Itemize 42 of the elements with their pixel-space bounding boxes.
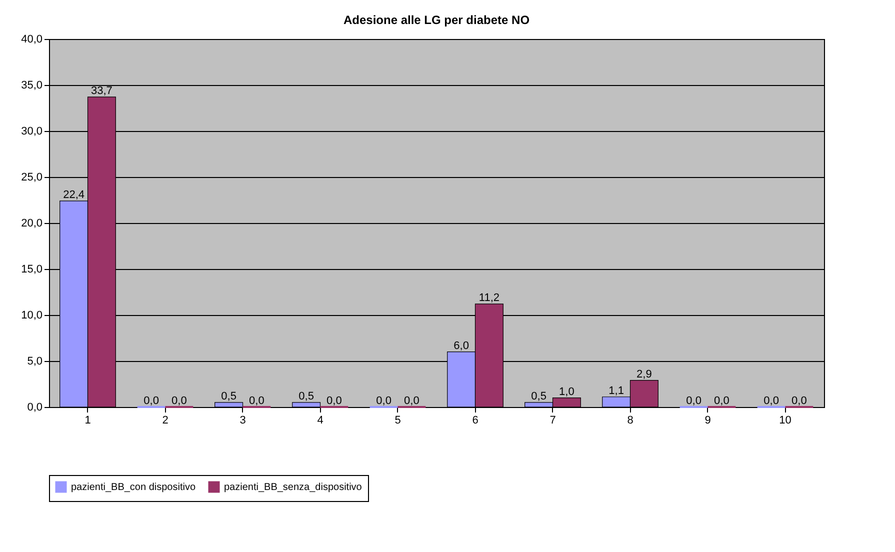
y-tick-label: 5,0 <box>27 356 42 368</box>
y-tick-label: 35,0 <box>21 80 42 92</box>
y-tick-label: 20,0 <box>21 218 42 230</box>
x-tick-label: 7 <box>550 414 556 426</box>
data-label: 0,0 <box>404 395 420 407</box>
data-label: 1,0 <box>559 386 574 398</box>
chart-title: Adesione alle LG per diabete NO <box>343 13 530 27</box>
legend-label: pazienti_BB_senza_dispositivo <box>224 482 362 493</box>
data-label: 0,0 <box>376 395 392 407</box>
data-label: 0,0 <box>686 395 702 407</box>
x-tick-label: 4 <box>317 414 324 426</box>
data-label: 6,0 <box>454 340 469 352</box>
x-tick-label: 8 <box>627 414 634 426</box>
data-label: 2,9 <box>636 368 652 380</box>
x-tick-label: 5 <box>394 414 401 426</box>
data-label: 33,7 <box>90 84 112 97</box>
legend-label: pazienti_BB_con dispositivo <box>71 482 196 493</box>
y-tick-label: 30,0 <box>21 126 42 138</box>
data-label: 0,5 <box>221 390 236 402</box>
y-tick-label: 25,0 <box>21 172 42 184</box>
y-tick-label: 40,0 <box>21 34 42 46</box>
x-tick-label: 9 <box>704 414 711 426</box>
x-tick-label: 3 <box>240 414 246 426</box>
data-label: 0,0 <box>172 395 187 407</box>
y-tick-label: 10,0 <box>21 310 42 322</box>
data-label: 22,4 <box>63 188 85 201</box>
data-label: 11,2 <box>478 292 500 304</box>
data-label: 0,5 <box>298 390 314 402</box>
data-label: 0,0 <box>326 395 342 407</box>
data-label: 0,0 <box>764 395 779 407</box>
data-label: 0,0 <box>144 395 159 407</box>
y-tick-label: 15,0 <box>21 264 42 276</box>
data-label: 0,0 <box>249 395 264 407</box>
y-tick-label: 0,0 <box>27 402 42 414</box>
x-tick-label: 1 <box>84 414 91 426</box>
x-tick-label: 10 <box>779 414 792 426</box>
x-tick-label: 2 <box>162 414 168 426</box>
x-tick-label: 6 <box>472 414 478 426</box>
data-label: 0,0 <box>714 395 730 407</box>
data-label: 0,0 <box>792 395 807 407</box>
data-label: 0,5 <box>531 390 546 402</box>
data-label: 1,1 <box>608 384 624 397</box>
